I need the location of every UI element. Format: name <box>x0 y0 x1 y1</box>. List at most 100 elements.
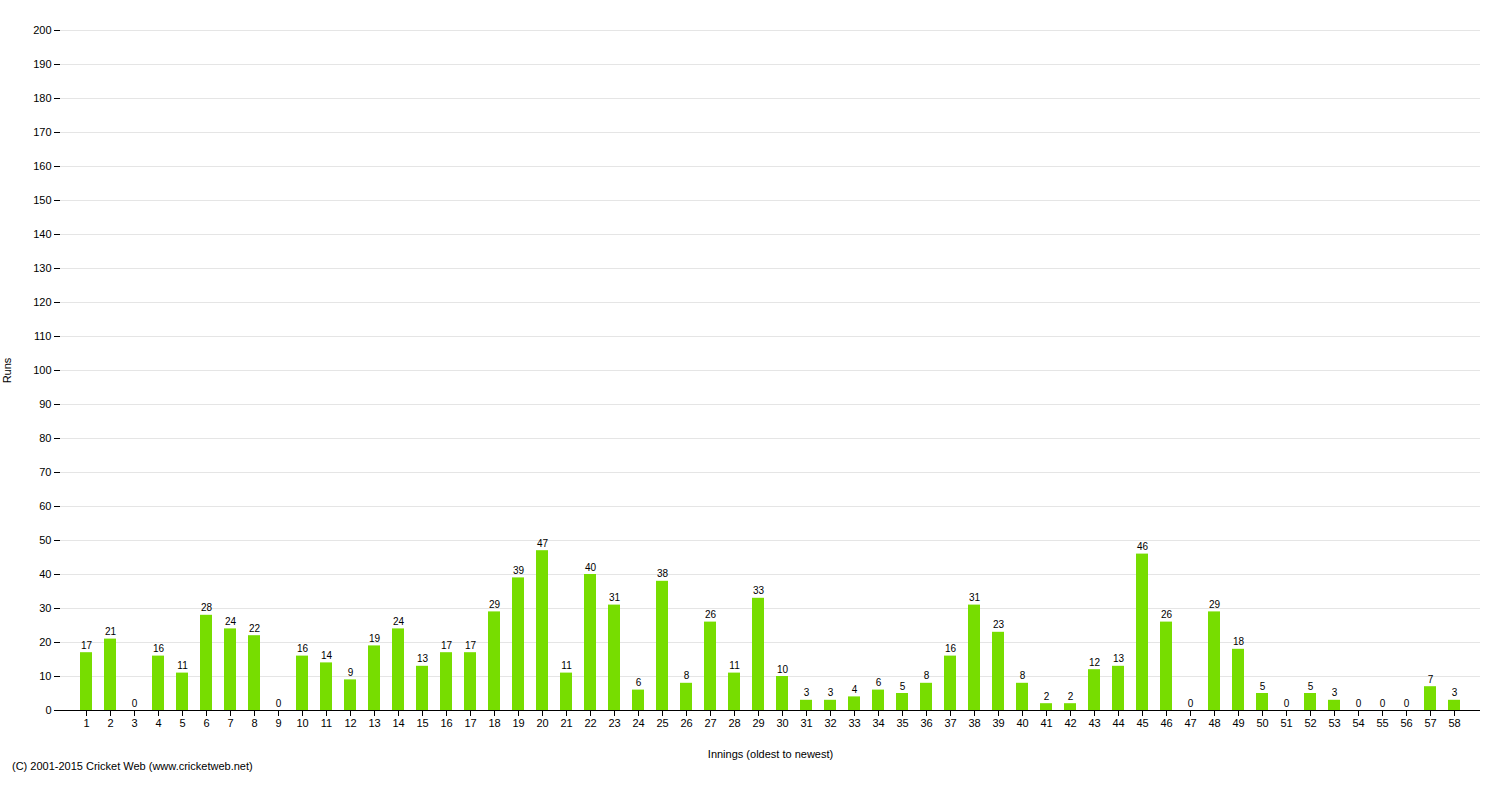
svg-text:47: 47 <box>537 538 549 549</box>
svg-text:50: 50 <box>39 534 51 546</box>
svg-text:5: 5 <box>900 681 906 692</box>
svg-text:10: 10 <box>777 664 789 675</box>
svg-text:12: 12 <box>1089 657 1101 668</box>
svg-text:35: 35 <box>896 717 908 729</box>
svg-text:0: 0 <box>276 698 282 709</box>
svg-text:17: 17 <box>465 640 477 651</box>
svg-text:23: 23 <box>608 717 620 729</box>
svg-text:20: 20 <box>39 636 51 648</box>
svg-text:26: 26 <box>680 717 692 729</box>
svg-text:22: 22 <box>249 623 261 634</box>
svg-text:120: 120 <box>33 296 51 308</box>
svg-text:26: 26 <box>1161 609 1173 620</box>
svg-text:14: 14 <box>321 650 333 661</box>
svg-text:18: 18 <box>488 717 500 729</box>
svg-text:4: 4 <box>155 717 161 729</box>
svg-text:40: 40 <box>585 562 597 573</box>
svg-text:0: 0 <box>1404 698 1410 709</box>
svg-text:11: 11 <box>321 717 332 729</box>
svg-text:34: 34 <box>872 717 884 729</box>
svg-text:43: 43 <box>1088 717 1100 729</box>
svg-text:0: 0 <box>1356 698 1362 709</box>
svg-text:180: 180 <box>33 92 51 104</box>
svg-text:57: 57 <box>1424 717 1436 729</box>
svg-text:90: 90 <box>39 398 51 410</box>
svg-text:37: 37 <box>944 717 956 729</box>
svg-text:32: 32 <box>824 717 836 729</box>
svg-text:33: 33 <box>753 585 765 596</box>
svg-text:22: 22 <box>584 717 596 729</box>
svg-text:6: 6 <box>876 677 882 688</box>
svg-text:38: 38 <box>657 568 669 579</box>
svg-text:150: 150 <box>33 194 51 206</box>
svg-text:14: 14 <box>392 717 404 729</box>
svg-text:31: 31 <box>800 717 812 729</box>
svg-text:130: 130 <box>33 262 51 274</box>
svg-text:20: 20 <box>536 717 548 729</box>
svg-text:24: 24 <box>393 616 405 627</box>
svg-text:55: 55 <box>1376 717 1388 729</box>
svg-text:39: 39 <box>513 565 525 576</box>
svg-text:46: 46 <box>1160 717 1172 729</box>
svg-text:170: 170 <box>33 126 51 138</box>
svg-text:40: 40 <box>39 568 51 580</box>
svg-text:10: 10 <box>296 717 308 729</box>
svg-text:42: 42 <box>1064 717 1076 729</box>
svg-text:19: 19 <box>512 717 524 729</box>
svg-text:28: 28 <box>728 717 740 729</box>
svg-text:44: 44 <box>1112 717 1124 729</box>
svg-text:6: 6 <box>636 677 642 688</box>
svg-text:26: 26 <box>705 609 717 620</box>
svg-text:45: 45 <box>1136 717 1148 729</box>
svg-text:17: 17 <box>464 717 476 729</box>
svg-text:56: 56 <box>1400 717 1412 729</box>
svg-text:17: 17 <box>441 640 453 651</box>
svg-text:38: 38 <box>968 717 980 729</box>
svg-text:16: 16 <box>945 643 957 654</box>
svg-text:16: 16 <box>297 643 309 654</box>
svg-text:0: 0 <box>132 698 138 709</box>
svg-text:13: 13 <box>1113 653 1125 664</box>
svg-text:46: 46 <box>1137 541 1149 552</box>
svg-text:29: 29 <box>489 599 501 610</box>
svg-text:0: 0 <box>45 704 51 716</box>
svg-text:30: 30 <box>776 717 788 729</box>
svg-text:70: 70 <box>39 466 51 478</box>
svg-text:48: 48 <box>1208 717 1220 729</box>
svg-text:40: 40 <box>1016 717 1028 729</box>
svg-text:36: 36 <box>920 717 932 729</box>
svg-text:31: 31 <box>969 592 981 603</box>
svg-text:58: 58 <box>1448 717 1460 729</box>
svg-text:8: 8 <box>684 670 690 681</box>
svg-text:18: 18 <box>1233 636 1245 647</box>
svg-text:51: 51 <box>1280 717 1292 729</box>
svg-text:190: 190 <box>33 58 51 70</box>
svg-text:12: 12 <box>344 717 356 729</box>
svg-text:11: 11 <box>729 660 740 671</box>
svg-text:11: 11 <box>177 660 188 671</box>
svg-text:11: 11 <box>561 660 572 671</box>
svg-text:39: 39 <box>992 717 1004 729</box>
svg-text:10: 10 <box>39 670 51 682</box>
svg-text:7: 7 <box>1428 674 1434 685</box>
svg-text:52: 52 <box>1304 717 1316 729</box>
svg-text:6: 6 <box>203 717 209 729</box>
svg-text:21: 21 <box>560 717 572 729</box>
svg-text:8: 8 <box>1020 670 1026 681</box>
svg-text:24: 24 <box>225 616 237 627</box>
svg-text:0: 0 <box>1380 698 1386 709</box>
svg-text:Runs: Runs <box>1 357 13 383</box>
svg-text:9: 9 <box>275 717 281 729</box>
svg-text:5: 5 <box>1260 681 1266 692</box>
svg-text:5: 5 <box>1308 681 1314 692</box>
svg-text:16: 16 <box>153 643 165 654</box>
svg-text:15: 15 <box>416 717 428 729</box>
svg-text:33: 33 <box>848 717 860 729</box>
svg-text:27: 27 <box>704 717 716 729</box>
svg-text:13: 13 <box>417 653 429 664</box>
svg-text:Innings (oldest to newest): Innings (oldest to newest) <box>708 748 833 760</box>
svg-text:13: 13 <box>368 717 380 729</box>
svg-text:3: 3 <box>1332 687 1338 698</box>
svg-text:100: 100 <box>33 364 51 376</box>
svg-text:49: 49 <box>1232 717 1244 729</box>
